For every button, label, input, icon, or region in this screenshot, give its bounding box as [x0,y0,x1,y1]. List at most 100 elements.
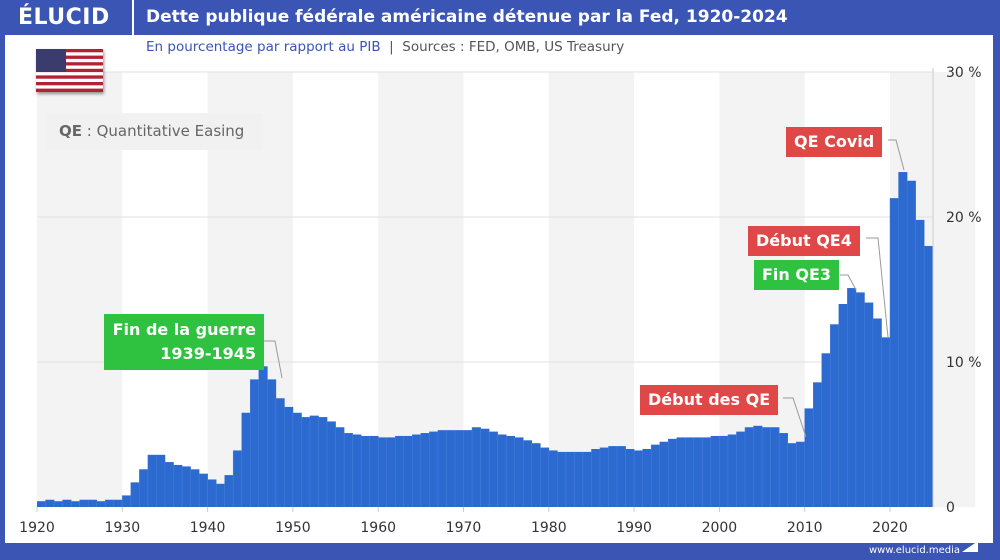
annotation-leader-line [840,274,857,291]
bar [523,440,533,507]
y-tick-label: 20 % [946,210,982,226]
annotation-qe-start: Début des QE [640,385,779,415]
bar [37,501,46,507]
bar [599,447,609,507]
bar [779,433,788,507]
x-tick-label: 1950 [275,520,311,536]
x-tick-label: 2010 [787,520,823,536]
bar [105,499,115,507]
bar [327,421,336,507]
bar [736,431,746,507]
bar [890,198,899,507]
bar [250,379,260,507]
bar [378,437,388,507]
bar [292,412,302,507]
bar [395,435,405,507]
y-tick-label: 30 % [946,65,982,81]
bar [199,473,208,507]
bar [412,434,422,507]
bar [497,434,507,507]
bar [71,501,80,507]
bar [821,353,831,507]
x-tick-label: 1930 [104,520,140,536]
bar [62,499,72,507]
bar [872,318,882,507]
annotation-qe4-start: Début QE4 [748,226,860,256]
bar [617,446,626,507]
bar [907,180,916,507]
bar [284,406,294,507]
bar [642,449,652,507]
x-tick-label: 1940 [190,520,226,536]
bar [881,337,891,507]
bar [770,427,780,507]
bar [122,495,132,507]
bar [702,437,712,507]
y-tick-label: 0 [946,500,955,516]
y-tick-label: 10 % [946,355,982,371]
x-tick-label: 1980 [531,520,567,536]
bar [506,435,515,507]
bar [301,417,311,507]
bar [915,219,925,507]
bar [267,379,277,507]
bar [557,451,567,507]
bar [924,246,933,507]
annotation-qe-covid: QE Covid [786,127,883,157]
bar [173,464,183,507]
bar [796,441,805,507]
bar [898,172,908,508]
bar [625,449,635,507]
bar [634,450,643,507]
bar [224,475,234,507]
bar [344,433,353,507]
bar [540,447,550,507]
bar [403,435,413,507]
annotation-war-line1: Fin de la guerre [112,320,256,339]
bar [830,324,840,507]
chart-title: Dette publique fédérale américaine déten… [146,7,788,27]
bar [96,501,106,507]
subtitle-separator: | [380,39,403,55]
bar [659,441,669,507]
decade-band [548,72,635,507]
bar [446,430,456,507]
bar [207,479,217,507]
bar [156,454,166,507]
bar [693,437,703,507]
bar [361,435,370,507]
bar [668,438,678,507]
bar [429,431,439,507]
bar [318,417,328,507]
elucid-mark-icon [962,541,978,552]
bar [54,501,63,507]
bar [233,450,243,507]
bar [386,437,396,507]
bar [463,430,473,507]
bar [489,431,498,507]
chart-subtitle: En pourcentage par rapport au PIB | Sour… [146,39,624,55]
bar [45,499,55,507]
annotation-war-line2: 1939-1945 [160,344,256,363]
footer-url: www.elucid.media [868,545,960,556]
bar [753,425,763,507]
bar [719,435,729,507]
bar [182,466,191,507]
bar [130,482,140,507]
bar [744,427,754,507]
bar [352,434,362,507]
bar [147,454,157,507]
bar [454,430,464,507]
annotation-end-of-war: Fin de la guerre 1939-1945 [104,314,264,370]
bar [838,304,848,507]
x-tick-label: 2000 [702,520,738,536]
sources-text: Sources : FED, OMB, US Treasury [402,39,625,55]
bar [472,427,481,507]
bar [813,382,823,507]
x-tick-label: 2020 [872,520,908,536]
annotation-leader-line [264,340,283,379]
bar [88,499,98,507]
bar [335,427,345,507]
bar [369,435,379,507]
